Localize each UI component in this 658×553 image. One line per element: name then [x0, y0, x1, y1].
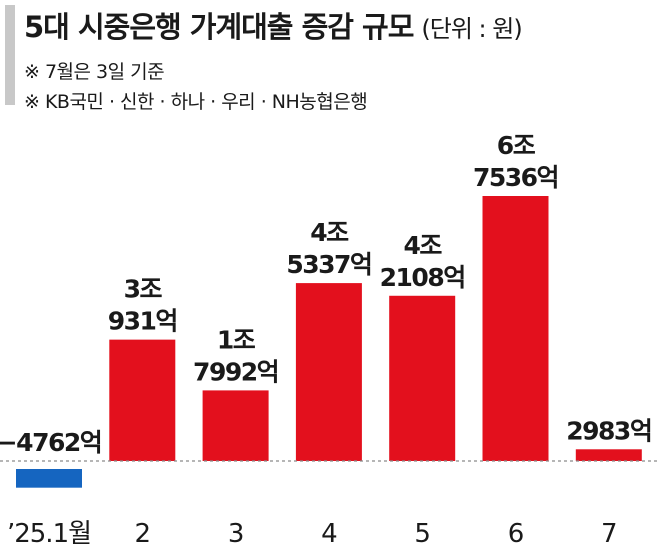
bar-7 [575, 449, 642, 461]
x-tick-label: 3 [228, 519, 244, 549]
bar-value-label: 2108억 [380, 263, 465, 292]
bar-1 [16, 469, 82, 488]
bar-6 [482, 196, 549, 461]
title-text: 5대 시중은행 가계대출 증감 규모 [24, 10, 414, 44]
x-tick-label: 6 [508, 519, 524, 549]
chart-title: 5대 시중은행 가계대출 증감 규모 (단위 : 원) [24, 4, 523, 46]
bar-value-label: 2983억 [566, 416, 651, 445]
title-accent-bar [5, 5, 15, 105]
bar-value-label: 6조 [497, 131, 536, 160]
bar-value-label: −4762억 [0, 428, 101, 457]
bar-value-label: 3조 [124, 275, 163, 304]
x-tick-label: 5 [414, 519, 430, 549]
bar-value-label: 4조 [310, 218, 349, 247]
x-tick-label: 4 [321, 519, 337, 549]
bar-value-label: 1조 [217, 325, 256, 354]
x-tick-label: ’25.1월 [7, 519, 91, 549]
x-tick-label: 2 [135, 519, 151, 549]
note-date-basis: ※ 7월은 3일 기준 [24, 61, 165, 83]
bar-value-label: 4조 [403, 231, 442, 260]
bar-value-label: 931억 [108, 307, 177, 336]
bar-value-label: 7992억 [193, 357, 278, 386]
bar-4 [295, 283, 362, 461]
bar-5 [389, 295, 456, 461]
unit-label: (단위 : 원) [421, 15, 522, 43]
x-tick-label: 7 [601, 519, 617, 549]
bar-value-label: 7536억 [473, 163, 558, 192]
bar-2 [109, 339, 176, 461]
bar-value-label: 5337억 [286, 250, 371, 279]
bar-3 [202, 390, 269, 461]
note-banks: ※ KB국민 · 신한 · 하나 · 우리 · NH농협은행 [24, 91, 368, 113]
